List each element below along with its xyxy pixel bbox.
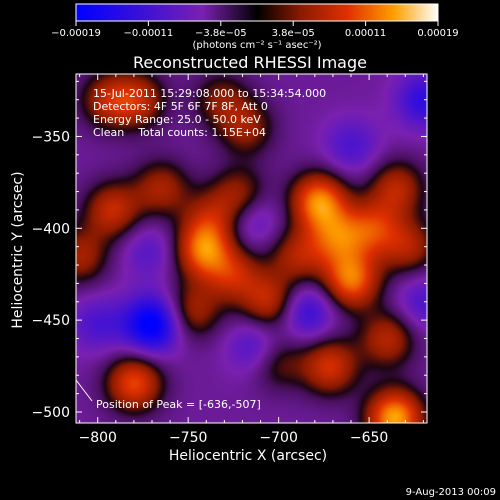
y-tick-label: −500: [32, 405, 70, 421]
y-tick-label: −450: [32, 313, 70, 329]
colorbar-tick-label: −0.00011: [124, 28, 174, 39]
plot-frame: [75, 73, 428, 424]
colorbar-tick-label: 3.8e−05: [272, 28, 315, 39]
colorbar-tick-label: −3.8e−05: [195, 28, 247, 39]
info-detectors: Detectors: 4F 5F 6F 7F 8F, Att 0: [93, 100, 268, 113]
peak-pointer: [75, 379, 93, 402]
x-axis-label: Heliocentric X (arcsec): [169, 448, 327, 464]
x-tick-label: −650: [350, 430, 388, 446]
y-axis-label: Heliocentric Y (arcsec): [10, 171, 26, 328]
x-tick-label: −750: [169, 430, 207, 446]
y-tick-label: −400: [32, 221, 70, 237]
colorbar-tick-label: 0.00019: [417, 28, 458, 39]
colorbar-ticks: −0.00019 −0.00011 −3.8e−05 3.8e−05 0.00011 0.…: [51, 21, 459, 39]
peak-label: Position of Peak = [-636,-507]: [96, 398, 261, 411]
colorbar-tick-label: 0.00011: [345, 28, 386, 39]
y-tick-label: −350: [32, 129, 70, 145]
x-tick-label: −800: [78, 430, 116, 446]
heatmap-image: [76, 74, 427, 423]
colorbar-tick-label: −0.00019: [51, 28, 101, 39]
info-energy: Energy Range: 25.0 - 50.0 keV: [93, 113, 261, 126]
info-box: 15-Jul-2011 15:29:08.000 to 15:34:54.000…: [93, 87, 326, 139]
x-tick-label: −700: [259, 430, 297, 446]
axis-ticks: −800 −750 −700 −650 −500 −450 −400 −350: [32, 74, 427, 446]
info-time: 15-Jul-2011 15:29:08.000 to 15:34:54.000: [93, 87, 326, 100]
colorbar: [75, 3, 439, 22]
chart-title: Reconstructed RHESSI Image: [133, 53, 367, 72]
colorbar-unit: (photons cm⁻² s⁻¹ asec⁻²): [192, 40, 321, 51]
footer-date: 9-Aug-2013 00:09: [405, 487, 496, 498]
info-counts: Clean Total counts: 1.15E+04: [93, 126, 266, 139]
